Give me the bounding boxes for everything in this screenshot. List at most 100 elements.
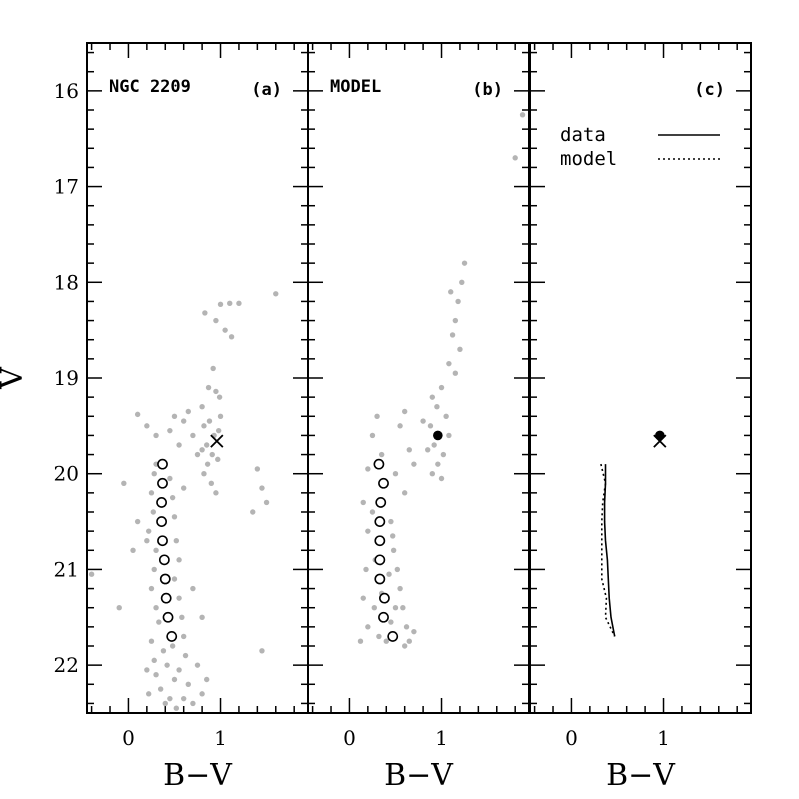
scatter-point [185, 408, 191, 415]
scatter-point [452, 317, 459, 324]
scatter-point [144, 667, 150, 673]
panel-label: (c) [694, 80, 725, 100]
scatter-point [171, 413, 178, 419]
scatter-point [148, 638, 155, 644]
scatter-point [206, 418, 213, 424]
ridge-point [166, 631, 178, 642]
scatter-point [145, 528, 152, 534]
scatter-point [427, 423, 434, 429]
scatter-point [185, 681, 191, 687]
scatter-point [411, 628, 417, 635]
scatter-point [457, 346, 463, 352]
scatter-point [390, 533, 396, 539]
scatter-point [204, 676, 210, 683]
x-tick-label: 1 [435, 726, 448, 750]
y-tick-label: 16 [54, 79, 79, 103]
scatter-point [461, 260, 468, 266]
scatter-point [215, 427, 222, 434]
scatter-point [201, 423, 207, 429]
scatter-point [180, 695, 187, 702]
scatter-point [397, 585, 403, 592]
scatter-point [199, 404, 205, 410]
scatter-point [88, 571, 95, 577]
scatter-point [121, 480, 127, 486]
scatter-point [397, 423, 403, 429]
scatter-point [167, 695, 173, 702]
ridge-point [156, 516, 167, 527]
scatter-point [455, 298, 461, 305]
scatter-point [145, 691, 152, 697]
scatter-point [199, 691, 205, 697]
ridge-point [375, 497, 387, 508]
scatter-point [459, 279, 465, 285]
y-tick-label: 20 [54, 462, 79, 486]
ridge-point [156, 497, 167, 508]
scatter-point [392, 471, 399, 477]
scatter-point [263, 499, 270, 506]
dot-marker [655, 430, 665, 441]
scatter-point [153, 432, 159, 439]
panel-label: (b) [472, 80, 503, 100]
scatter-point [153, 605, 159, 611]
scatter-point [160, 648, 167, 654]
x-tick-label: 0 [122, 726, 135, 750]
ridge-point [160, 592, 172, 604]
y-tick-label: 21 [54, 557, 79, 581]
y-tick-label: 22 [54, 653, 79, 677]
scatter-point [400, 605, 406, 611]
scatter-point [390, 547, 397, 553]
scatter-point [144, 423, 150, 429]
panel-title: NGC 2209 [109, 77, 191, 97]
ridge-point [374, 554, 386, 566]
ridge-point [387, 631, 399, 642]
ridge-point [158, 554, 170, 566]
scatter-point [213, 317, 219, 324]
scatter-point [425, 447, 431, 453]
ridge-point [374, 573, 386, 585]
scatter-point [169, 643, 176, 649]
ridge-point [374, 535, 386, 547]
scatter-point [259, 648, 265, 654]
panel-title: MODEL [330, 77, 381, 97]
scatter-point [371, 605, 377, 611]
legend-label: data [560, 124, 606, 146]
scatter-point [167, 475, 173, 482]
ridge-point [374, 516, 386, 527]
scatter-point [162, 700, 168, 707]
scatter-point [438, 384, 445, 391]
scatter-point [216, 394, 223, 400]
data-line [603, 464, 616, 637]
scatter-point [448, 289, 454, 295]
scatter-point [190, 585, 196, 592]
scatter-point [250, 509, 256, 515]
scatter-point [134, 518, 141, 525]
scatter-point [217, 301, 224, 307]
scatter-point [144, 538, 150, 544]
scatter-point [228, 334, 235, 340]
scatter-point [420, 418, 426, 424]
cross-marker [210, 434, 224, 448]
scatter-point [148, 490, 155, 496]
scatter-point [130, 547, 136, 553]
dot-marker [433, 430, 443, 441]
scatter-point [179, 614, 185, 620]
model-line [600, 463, 616, 637]
scatter-point [222, 327, 228, 333]
scatter-point [199, 614, 205, 620]
scatter-point [164, 662, 170, 668]
ridge-point [159, 573, 171, 585]
scatter-point [180, 633, 187, 640]
scatter-point [360, 499, 366, 506]
scatter-point [374, 413, 380, 419]
scatter-point [169, 494, 176, 501]
scatter-point [208, 480, 215, 486]
scatter-point [157, 686, 164, 692]
scatter-point [369, 509, 376, 515]
scatter-point [394, 566, 401, 573]
legend-label: model [560, 148, 617, 170]
scatter-point [150, 509, 156, 515]
scatter-point [151, 657, 157, 664]
scatter-point [429, 394, 436, 400]
